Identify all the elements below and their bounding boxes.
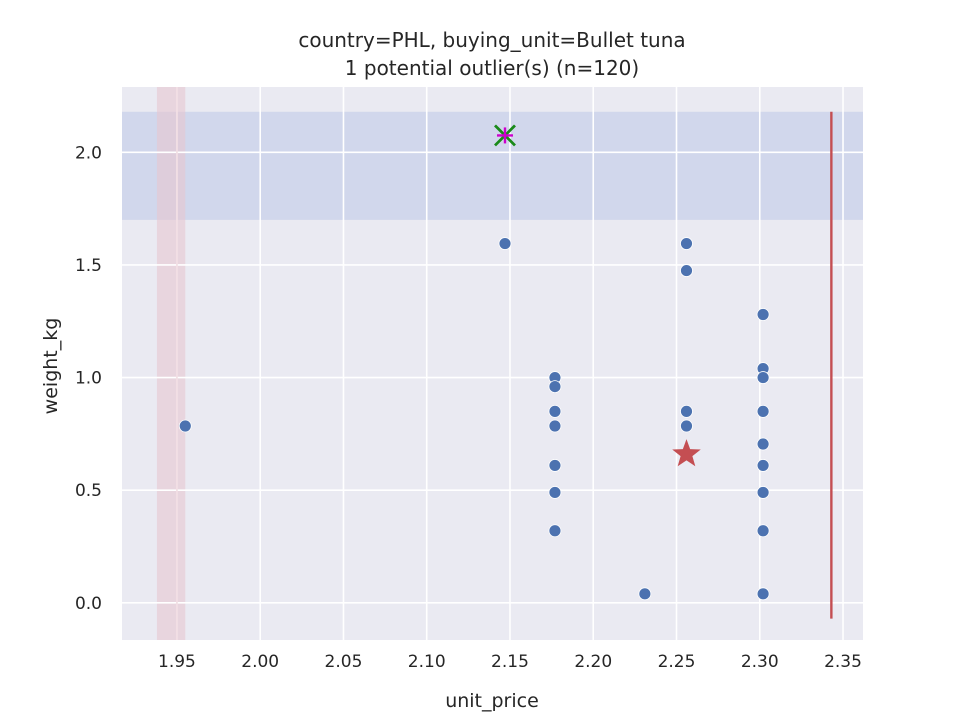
x-tick-label: 2.25	[658, 652, 696, 672]
tick-labels: 1.95 2.00 2.05 2.10 2.15 2.20 2.25 2.30 2.35 0.0 0…	[75, 143, 862, 672]
x-tick-label: 2.05	[325, 652, 363, 672]
data-point	[756, 308, 770, 321]
data-point	[756, 486, 770, 499]
data-point	[638, 587, 652, 601]
y-tick-label: 1.0	[75, 369, 102, 389]
x-band-layer	[156, 87, 186, 640]
y-tick-label: 1.5	[75, 256, 102, 276]
x-tick-label: 2.15	[491, 652, 529, 672]
x-axis-label: unit_price	[445, 690, 539, 712]
y-tick-label: 0.0	[75, 594, 102, 614]
marks-layer	[178, 111, 833, 619]
outlier-marker	[493, 124, 516, 147]
x-tick-label: 1.95	[158, 652, 196, 672]
y-axis-label: weight_kg	[40, 318, 62, 415]
data-point	[680, 404, 693, 418]
data-point	[756, 437, 770, 451]
x-tick-label: 2.20	[574, 652, 612, 672]
data-point	[756, 587, 770, 601]
y-tick-label: 0.5	[75, 481, 102, 501]
data-point	[548, 524, 562, 538]
chart-subtitle: 1 potential outlier(s) (n=120)	[345, 56, 639, 80]
data-point	[756, 459, 770, 472]
grid-layer	[122, 87, 863, 640]
x-tick-label: 2.10	[408, 652, 446, 672]
data-point	[548, 419, 562, 433]
x-tick-label: 2.30	[741, 652, 779, 672]
data-point	[756, 524, 770, 538]
star-marker	[672, 439, 701, 467]
y-band	[122, 111, 863, 220]
data-point	[548, 486, 562, 499]
data-point	[178, 419, 192, 433]
chart-title: country=PHL, buying_unit=Bullet tuna	[298, 28, 685, 52]
data-point	[680, 419, 693, 433]
x-tick-label: 2.00	[241, 652, 279, 672]
data-point	[680, 237, 693, 250]
data-point	[548, 404, 562, 418]
y-band-layer	[122, 111, 863, 220]
data-point	[548, 380, 562, 393]
x-tick-label: 2.35	[824, 652, 862, 672]
data-point	[756, 371, 770, 384]
data-point	[548, 459, 562, 472]
data-point	[756, 404, 770, 418]
data-point	[680, 264, 693, 277]
y-tick-label: 2.0	[75, 143, 102, 163]
x-band	[156, 87, 186, 640]
data-point	[498, 237, 512, 250]
